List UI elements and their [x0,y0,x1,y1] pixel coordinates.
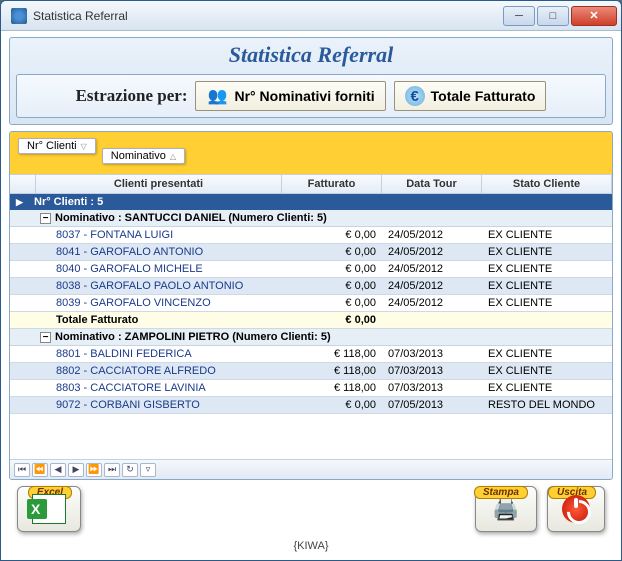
close-button[interactable]: ✕ [571,6,617,26]
cell-data: 24/05/2012 [382,295,482,311]
cell-stato: EX CLIENTE [482,244,612,260]
collapse-icon[interactable]: − [40,332,51,343]
exit-button[interactable]: Uscita [547,486,605,532]
cell-fatturato: € 0,00 [282,278,382,294]
footer-toolbar: Excel Stampa 🖨️ Uscita [9,480,613,538]
app-window: Statistica Referral ─ □ ✕ Statistica Ref… [0,0,622,561]
current-row-indicator: ▶ [16,197,30,208]
maximize-button[interactable]: □ [537,6,569,26]
cell-data: 24/05/2012 [382,244,482,260]
cell-fatturato: € 0,00 [282,244,382,260]
col-data[interactable]: Data Tour [382,175,482,193]
option-fatturato-label: Totale Fatturato [431,88,536,104]
cell-cliente: 8801 - BALDINI FEDERICA [50,346,282,362]
print-button[interactable]: Stampa 🖨️ [475,486,537,532]
grid-navigator: ⏮ ⏪ ◀ ▶ ⏩ ⏭ ↻ ▿ [10,459,612,479]
option-nominativi-button[interactable]: Nr° Nominativi forniti [195,81,385,111]
nav-prevpage-button[interactable]: ⏪ [32,463,48,477]
group-row[interactable]: ▶Nr° Clienti : 5 [10,194,612,210]
excel-icon [32,494,66,524]
group-pill-clienti[interactable]: Nr° Clienti▽ [18,138,96,154]
cell-data: 07/03/2013 [382,346,482,362]
nav-refresh-button[interactable]: ↻ [122,463,138,477]
subgroup-header[interactable]: −Nominativo : ZAMPOLINI PIETRO (Numero C… [10,329,612,346]
cell-cliente: 8039 - GAROFALO VINCENZO [50,295,282,311]
app-icon [11,8,27,24]
cell-stato: EX CLIENTE [482,295,612,311]
cell-cliente: 9072 - CORBANI GISBERTO [50,397,282,413]
table-row[interactable]: 8802 - CACCIATORE ALFREDO€ 118,0007/03/2… [10,363,612,380]
cell-data: 07/05/2013 [382,397,482,413]
nav-next-button[interactable]: ▶ [68,463,84,477]
cell-stato: EX CLIENTE [482,227,612,243]
cell-stato: EX CLIENTE [482,346,612,362]
cell-cliente: 8803 - CACCIATORE LAVINIA [50,380,282,396]
sort-asc-icon: △ [170,152,176,161]
group-by-bar: Nr° Clienti▽ Nominativo△ [10,132,612,174]
cell-stato: EX CLIENTE [482,380,612,396]
cell-data: 24/05/2012 [382,278,482,294]
cell-fatturato: € 118,00 [282,380,382,396]
collapse-icon[interactable]: − [40,213,51,224]
subgroup-header[interactable]: −Nominativo : SANTUCCI DANIEL (Numero Cl… [10,210,612,227]
cell-fatturato: € 0,00 [282,397,382,413]
header-panel: Statistica Referral Estrazione per: Nr° … [9,37,613,125]
table-row[interactable]: 8041 - GAROFALO ANTONIO€ 0,0024/05/2012E… [10,244,612,261]
status-bar: {KIWA} [9,538,613,556]
extraction-label: Estrazione per: [76,86,188,106]
cell-cliente: 8802 - CACCIATORE ALFREDO [50,363,282,379]
cell-fatturato: € 118,00 [282,346,382,362]
cell-data: 07/03/2013 [382,380,482,396]
cell-data: 24/05/2012 [382,227,482,243]
nav-last-button[interactable]: ⏭ [104,463,120,477]
cell-data: 07/03/2013 [382,363,482,379]
sort-desc-icon: ▽ [81,142,87,151]
cell-fatturato: € 0,00 [282,227,382,243]
titlebar: Statistica Referral ─ □ ✕ [1,1,621,31]
cell-cliente: 8037 - FONTANA LUIGI [50,227,282,243]
window-title: Statistica Referral [33,9,128,23]
cell-fatturato: € 0,00 [282,261,382,277]
minimize-button[interactable]: ─ [503,6,535,26]
table-row[interactable]: 8801 - BALDINI FEDERICA€ 118,0007/03/201… [10,346,612,363]
cell-stato: EX CLIENTE [482,363,612,379]
table-row[interactable]: 8039 - GAROFALO VINCENZO€ 0,0024/05/2012… [10,295,612,312]
col-fatturato[interactable]: Fatturato [282,175,382,193]
cell-stato: EX CLIENTE [482,278,612,294]
cell-cliente: 8038 - GAROFALO PAOLO ANTONIO [50,278,282,294]
table-row[interactable]: 8040 - GAROFALO MICHELE€ 0,0024/05/2012E… [10,261,612,278]
column-headers: Clienti presentati Fatturato Data Tour S… [10,174,612,194]
data-grid: Nr° Clienti▽ Nominativo△ Clienti present… [9,131,613,480]
option-nominativi-label: Nr° Nominativi forniti [234,88,374,104]
people-icon [206,85,228,107]
export-excel-button[interactable]: Excel [17,486,81,532]
cell-stato: RESTO DEL MONDO [482,397,612,413]
euro-icon: € [405,86,425,106]
table-row[interactable]: 8803 - CACCIATORE LAVINIA€ 118,0007/03/2… [10,380,612,397]
group-pill-nominativo[interactable]: Nominativo△ [102,148,185,164]
option-fatturato-button[interactable]: € Totale Fatturato [394,81,547,111]
nav-first-button[interactable]: ⏮ [14,463,30,477]
col-clienti[interactable]: Clienti presentati [36,175,282,193]
table-row[interactable]: 9072 - CORBANI GISBERTO€ 0,0007/05/2013R… [10,397,612,414]
power-icon [562,495,590,523]
nav-prev-button[interactable]: ◀ [50,463,66,477]
cell-fatturato: € 118,00 [282,363,382,379]
cell-cliente: 8040 - GAROFALO MICHELE [50,261,282,277]
table-row[interactable]: 8038 - GAROFALO PAOLO ANTONIO€ 0,0024/05… [10,278,612,295]
page-title: Statistica Referral [10,38,612,74]
table-row[interactable]: 8037 - FONTANA LUIGI€ 0,0024/05/2012EX C… [10,227,612,244]
cell-fatturato: € 0,00 [282,295,382,311]
total-row: Totale Fatturato€ 0,00 [10,312,612,329]
stampa-label: Stampa [474,486,528,499]
cell-data: 24/05/2012 [382,261,482,277]
col-stato[interactable]: Stato Cliente [482,175,612,193]
nav-nextpage-button[interactable]: ⏩ [86,463,102,477]
nav-filter-button[interactable]: ▿ [140,463,156,477]
cell-cliente: 8041 - GAROFALO ANTONIO [50,244,282,260]
cell-stato: EX CLIENTE [482,261,612,277]
